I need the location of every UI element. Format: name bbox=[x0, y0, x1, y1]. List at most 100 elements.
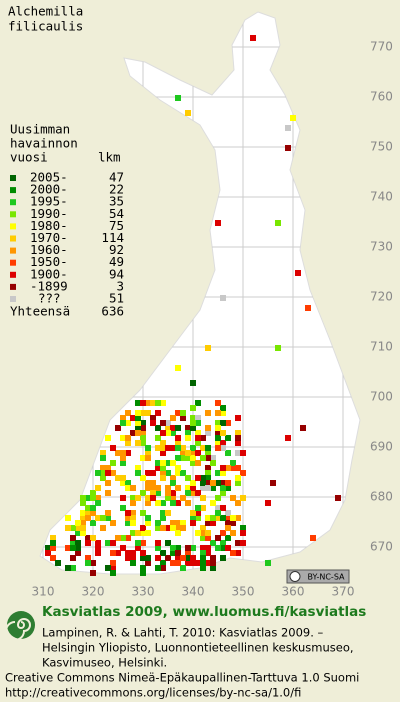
license: Creative Commons Nimeä-Epäkaupallinen-Ta… bbox=[5, 671, 359, 685]
legend-label: 1980- bbox=[30, 218, 68, 233]
occurrence-square bbox=[220, 445, 226, 451]
finland-outline bbox=[39, 11, 361, 575]
northing-label: 750 bbox=[370, 140, 393, 154]
occurrence-square bbox=[120, 420, 126, 426]
occurrence-square bbox=[215, 535, 221, 541]
occurrence-square bbox=[170, 560, 176, 566]
occurrence-square bbox=[120, 450, 126, 456]
occurrence-square bbox=[120, 495, 126, 501]
occurrence-square bbox=[135, 470, 141, 476]
occurrence-square bbox=[105, 480, 111, 486]
occurrence-square bbox=[175, 470, 181, 476]
occurrence-square bbox=[135, 425, 141, 431]
occurrence-square bbox=[110, 470, 116, 476]
occurrence-square bbox=[180, 495, 186, 501]
occurrence-square bbox=[195, 420, 201, 426]
occurrence-square bbox=[190, 445, 196, 451]
occurrence-square bbox=[235, 415, 241, 421]
occurrence-square bbox=[155, 525, 161, 531]
occurrence-square bbox=[200, 495, 206, 501]
occurrence-square bbox=[220, 480, 226, 486]
occurrence-square bbox=[140, 510, 146, 516]
occurrence-square bbox=[140, 525, 146, 531]
occurrence-square bbox=[150, 470, 156, 476]
occurrence-square bbox=[105, 490, 111, 496]
occurrence-square bbox=[175, 485, 181, 491]
legend-label: 1900- bbox=[30, 266, 68, 281]
occurrence-square bbox=[90, 495, 96, 501]
legend-count: 51 bbox=[109, 291, 124, 306]
occurrence-square bbox=[300, 425, 306, 431]
occurrence-square bbox=[150, 480, 156, 486]
occurrence-square bbox=[180, 410, 186, 416]
occurrence-square bbox=[200, 530, 206, 536]
occurrence-square bbox=[110, 540, 116, 546]
occurrence-square bbox=[175, 465, 181, 471]
occurrence-square bbox=[190, 415, 196, 421]
occurrence-square bbox=[145, 555, 151, 561]
occurrence-square bbox=[195, 460, 201, 466]
occurrence-square bbox=[190, 515, 196, 521]
occurrence-square bbox=[220, 515, 226, 521]
legend-header: vuosi bbox=[10, 150, 48, 165]
occurrence-square bbox=[220, 465, 226, 471]
occurrence-square bbox=[185, 485, 191, 491]
occurrence-square bbox=[230, 550, 236, 556]
easting-label: 360 bbox=[282, 585, 305, 599]
occurrence-square bbox=[265, 560, 271, 566]
occurrence-square bbox=[105, 435, 111, 441]
occurrence-square bbox=[215, 510, 221, 516]
legend-label: 2005- bbox=[30, 170, 68, 185]
occurrence-square bbox=[225, 450, 231, 456]
legend-swatch bbox=[10, 187, 16, 194]
legend-count: 47 bbox=[109, 170, 124, 185]
occurrence-square bbox=[170, 520, 176, 526]
occurrence-square bbox=[135, 465, 141, 471]
occurrence-square bbox=[105, 510, 111, 516]
occurrence-square bbox=[140, 475, 146, 481]
occurrence-square bbox=[240, 450, 246, 456]
title: Alchemilla bbox=[8, 4, 83, 19]
occurrence-square bbox=[195, 430, 201, 436]
occurrence-square bbox=[230, 460, 236, 466]
legend-count: 54 bbox=[109, 206, 124, 221]
occurrence-square bbox=[195, 450, 201, 456]
northing-label: 760 bbox=[370, 90, 393, 104]
occurrence-square bbox=[75, 550, 81, 556]
occurrence-square bbox=[170, 525, 176, 531]
occurrence-square bbox=[170, 490, 176, 496]
occurrence-square bbox=[100, 525, 106, 531]
occurrence-square bbox=[95, 545, 101, 551]
occurrence-square bbox=[140, 565, 146, 571]
occurrence-square bbox=[235, 550, 241, 556]
occurrence-square bbox=[165, 490, 171, 496]
occurrence-square bbox=[225, 510, 231, 516]
easting-label: 350 bbox=[232, 585, 255, 599]
occurrence-square bbox=[135, 410, 141, 416]
occurrence-square bbox=[205, 410, 211, 416]
legend-swatch bbox=[10, 283, 16, 290]
occurrence-square bbox=[190, 455, 196, 461]
occurrence-square bbox=[95, 470, 101, 476]
occurrence-square bbox=[160, 445, 166, 451]
legend-label: -1899 bbox=[30, 278, 68, 293]
occurrence-square bbox=[190, 490, 196, 496]
occurrence-square bbox=[170, 480, 176, 486]
occurrence-square bbox=[180, 450, 186, 456]
occurrence-square bbox=[90, 560, 96, 566]
occurrence-square bbox=[170, 545, 176, 551]
occurrence-square bbox=[190, 555, 196, 561]
occurrence-square bbox=[335, 495, 341, 501]
occurrence-square bbox=[210, 455, 216, 461]
occurrence-square bbox=[190, 480, 196, 486]
occurrence-square bbox=[75, 520, 81, 526]
occurrence-square bbox=[215, 505, 221, 511]
occurrence-square bbox=[155, 490, 161, 496]
occurrence-square bbox=[175, 500, 181, 506]
occurrence-square bbox=[125, 515, 131, 521]
occurrence-square bbox=[55, 560, 61, 566]
occurrence-square bbox=[205, 470, 211, 476]
occurrence-square bbox=[170, 460, 176, 466]
